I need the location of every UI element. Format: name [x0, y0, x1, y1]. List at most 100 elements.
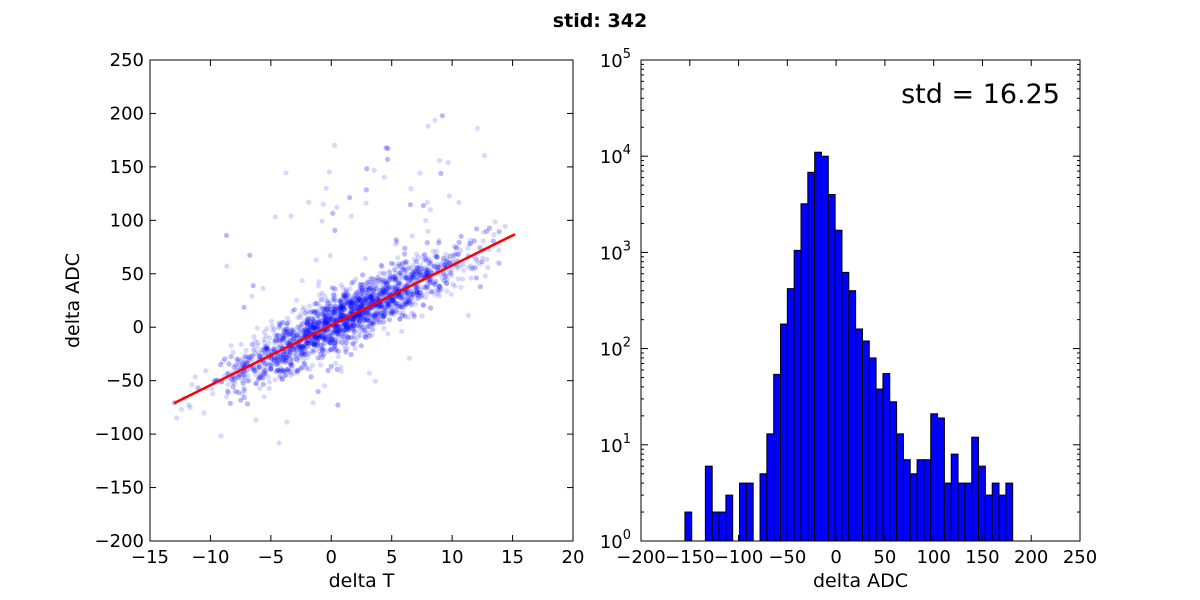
scatter-point	[374, 303, 380, 309]
scatter-point	[316, 335, 322, 341]
scatter-point	[387, 301, 393, 307]
scatter-point	[409, 272, 415, 278]
scatter-point	[343, 295, 349, 301]
scatter-point	[243, 347, 249, 353]
scatter-point	[392, 284, 398, 290]
scatter-point	[397, 277, 403, 283]
scatter-point	[322, 293, 328, 299]
scatter-point	[345, 334, 351, 340]
scatter-point	[357, 281, 363, 288]
scatter-point	[379, 310, 385, 316]
scatter-point	[400, 305, 406, 311]
scatter-point	[228, 354, 234, 360]
scatter-point	[407, 275, 413, 281]
scatter-point	[289, 347, 295, 353]
scatter-point	[395, 303, 402, 309]
scatter-point	[351, 329, 357, 335]
scatter-point	[281, 351, 288, 357]
scatter-point	[447, 271, 453, 277]
scatter-point	[329, 336, 335, 342]
scatter-point	[360, 294, 366, 301]
scatter-point	[301, 304, 307, 310]
scatter-point	[348, 351, 354, 358]
scatter-point	[451, 252, 457, 258]
scatter-point	[465, 245, 471, 251]
scatter-point	[299, 278, 305, 284]
scatter-point	[359, 294, 365, 300]
scatter-point	[364, 324, 370, 330]
scatter-point	[347, 303, 353, 309]
scatter-point	[367, 285, 373, 291]
scatter-point	[376, 315, 382, 321]
x-tick-label: 100	[916, 547, 950, 568]
y-tick-label: 250	[110, 50, 144, 71]
scatter-point	[348, 297, 354, 303]
scatter-point	[319, 321, 325, 327]
scatter-point	[324, 315, 330, 321]
scatter-point	[322, 314, 328, 320]
scatter-point	[385, 331, 391, 337]
scatter-point	[264, 346, 270, 352]
scatter-point	[289, 365, 295, 372]
scatter-point	[287, 353, 293, 359]
scatter-point	[332, 306, 338, 312]
scatter-point	[423, 218, 429, 224]
x-tick-label: 150	[965, 547, 999, 568]
scatter-point	[302, 342, 308, 348]
scatter-point	[294, 336, 300, 342]
scatter-point	[365, 317, 372, 323]
scatter-point	[316, 320, 322, 326]
scatter-point	[381, 270, 387, 276]
scatter-point	[302, 326, 308, 333]
scatter-point	[359, 288, 365, 294]
scatter-point	[315, 313, 321, 319]
scatter-point	[331, 308, 337, 315]
scatter-point	[434, 261, 440, 267]
scatter-point	[274, 332, 280, 338]
scatter-point	[322, 314, 328, 320]
scatter-point	[372, 378, 378, 384]
scatter-point	[451, 243, 457, 249]
scatter-point	[424, 268, 430, 274]
scatter-point	[428, 269, 434, 275]
scatter-point	[378, 292, 384, 298]
scatter-point	[279, 339, 285, 346]
scatter-point	[357, 317, 363, 324]
scatter-point	[308, 320, 314, 326]
scatter-point	[363, 297, 369, 303]
scatter-point	[275, 361, 281, 367]
scatter-point	[317, 303, 323, 309]
scatter-point	[312, 337, 319, 343]
scatter-point	[336, 311, 342, 317]
scatter-point	[427, 277, 433, 283]
scatter-point	[374, 292, 380, 298]
scatter-point	[384, 301, 390, 307]
scatter-points	[171, 113, 508, 446]
scatter-point	[402, 313, 408, 319]
scatter-point	[252, 367, 258, 373]
scatter-point	[310, 337, 316, 343]
scatter-point	[424, 268, 430, 274]
scatter-point	[340, 313, 346, 319]
scatter-point	[284, 367, 290, 373]
histogram-bar	[766, 433, 775, 542]
scatter-point	[279, 368, 285, 374]
scatter-point	[408, 288, 415, 294]
scatter-point	[441, 278, 447, 284]
scatter-point	[344, 289, 350, 295]
scatter-point	[285, 330, 291, 336]
scatter-point	[337, 330, 343, 336]
histogram-bar	[937, 417, 945, 542]
scatter-point	[256, 353, 262, 359]
scatter-point	[286, 351, 292, 357]
scatter-point	[266, 385, 272, 391]
scatter-point	[365, 279, 371, 285]
scatter-point	[288, 362, 294, 368]
scatter-point	[392, 274, 398, 280]
scatter-point	[311, 341, 317, 347]
scatter-point	[322, 336, 328, 342]
scatter-point	[490, 238, 496, 244]
scatter-point	[251, 333, 257, 340]
scatter-point	[275, 367, 281, 373]
scatter-point	[244, 401, 251, 407]
